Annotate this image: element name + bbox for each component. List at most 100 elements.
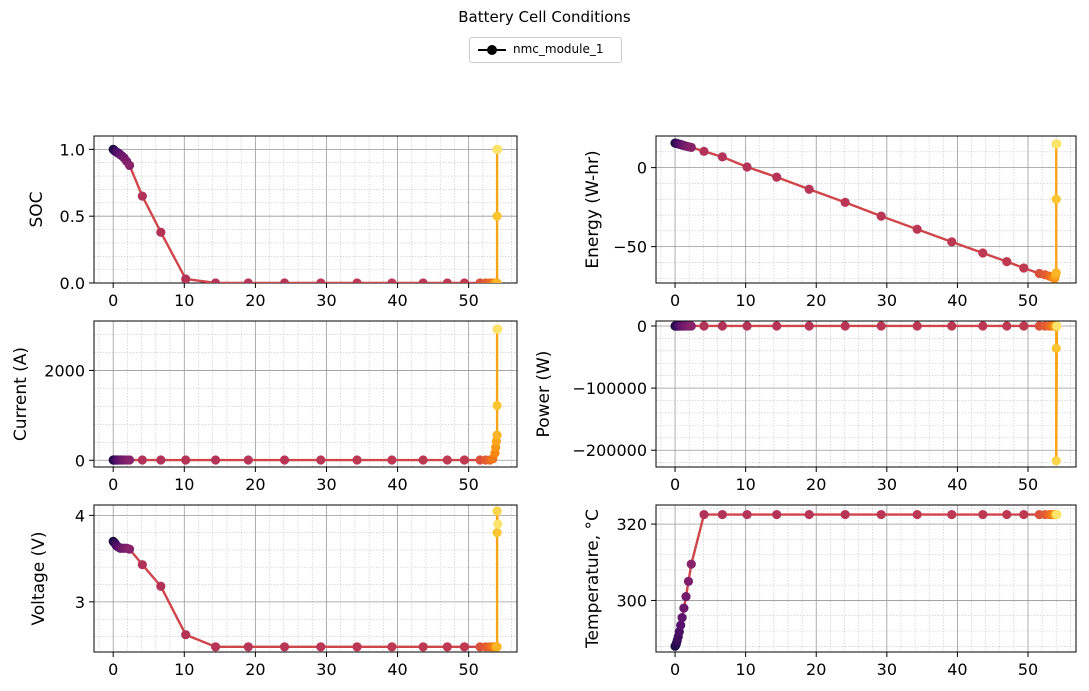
data-point [912,321,922,331]
data-point [493,144,503,154]
data-point [418,455,428,465]
data-point [1002,257,1012,267]
x-tick-label: 10 [174,475,194,494]
x-tick-label: 20 [806,475,826,494]
series-line-segment [184,277,217,283]
data-point [1002,321,1012,331]
data-point [124,160,135,170]
data-point [493,324,503,334]
data-point [316,455,326,465]
x-tick-label: 30 [316,291,336,310]
series-nmc-module-1 [670,321,1062,466]
data-point [686,321,696,331]
series-line-segment [915,228,953,244]
series-line-segment [128,164,144,198]
data-point [772,172,782,182]
data-point [352,455,362,465]
data-point [717,152,727,162]
series-nmc-module-1 [108,324,503,465]
data-point [1002,509,1012,520]
data-point [124,544,135,554]
data-point [243,455,253,465]
data-point [978,321,988,331]
data-point [181,274,191,283]
data-point [978,509,988,520]
x-tick-label: 10 [735,660,755,679]
x-tick-label: 20 [245,660,265,679]
data-point [459,642,469,652]
data-point [442,455,452,465]
series-line-segment [141,194,163,234]
data-point [840,321,850,331]
data-point [686,559,696,569]
x-tick-label: 10 [174,291,194,310]
x-tick-label: 0 [670,291,680,310]
x-tick-label: 10 [735,475,755,494]
data-point [316,278,326,283]
series-nmc-module-1 [108,144,503,283]
data-point [742,321,752,331]
legend-label: nmc_module_1 [513,42,604,56]
axes-frame [93,320,518,468]
data-point [1019,321,1029,331]
subplot-voltage: 0 10 20 30 40 50 3 4 Voltage (V) [29,504,518,679]
data-point [742,162,752,172]
x-tick-label: 0 [108,291,118,310]
data-point [352,278,362,283]
y-tick-label: 3 [75,593,85,612]
legend-marker-swatch [487,45,497,55]
data-point [1051,456,1061,466]
data-point [156,455,166,465]
data-point [679,603,689,613]
x-tick-label: 20 [806,660,826,679]
x-tick-label: 0 [108,660,118,679]
series-nmc-module-1 [108,506,503,652]
y-tick-label: 2000 [44,361,85,380]
data-point [124,455,135,465]
data-point [352,642,362,652]
data-point [686,142,696,152]
data-point [772,321,782,331]
series-nmc-module-1 [670,138,1062,283]
data-point [181,630,191,640]
x-tick-label: 20 [806,291,826,310]
data-point [492,211,502,221]
x-tick-label: 30 [877,475,897,494]
y-axis-label: Temperature, °C [583,509,603,649]
data-point [279,278,290,283]
data-point [1051,268,1061,278]
y-tick-label: 0 [637,317,647,336]
axes-frame [655,320,1077,468]
data-point [1019,263,1029,273]
data-point [681,592,691,602]
data-point [137,191,147,201]
data-point [717,509,727,520]
x-tick-label: 50 [1018,660,1038,679]
data-point [742,509,752,520]
x-tick-label: 40 [947,475,967,494]
data-point [418,642,428,652]
data-point [137,560,147,570]
series-nmc-module-1 [670,509,1062,651]
subplot-temperature: 0 10 20 30 40 50 300 320 Temperature, °C [583,504,1077,679]
axes-frame [93,135,518,284]
data-point [459,455,469,465]
data-point [210,278,221,283]
data-point [156,581,166,591]
data-point [947,509,957,520]
x-tick-label: 50 [458,475,478,494]
x-tick-label: 30 [877,291,897,310]
data-point [912,224,922,234]
data-point [243,278,253,283]
y-tick-label: 0 [75,451,85,470]
data-point [442,278,452,283]
subplot-power: 0 10 20 30 40 50 −200000 −100000 0 Power (W) [534,317,1077,494]
x-tick-label: 30 [316,660,336,679]
data-point [677,613,687,623]
x-tick-label: 50 [458,660,478,679]
data-point [279,642,290,652]
series-line-segment [807,188,847,204]
data-point [1019,509,1029,520]
series-line-segment [159,585,187,636]
